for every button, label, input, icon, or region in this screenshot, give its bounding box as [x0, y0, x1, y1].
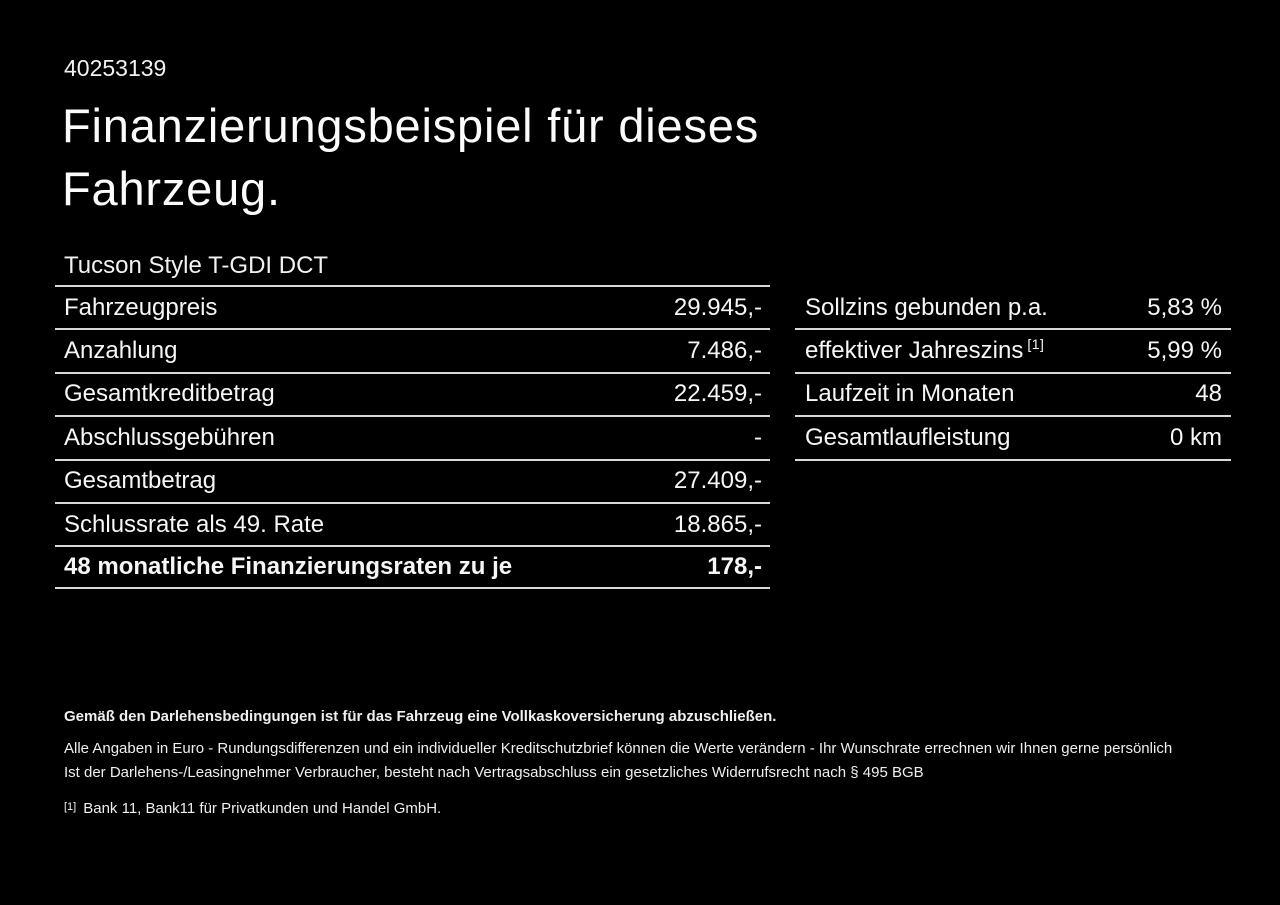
bank-footnote: [1] Bank 11, Bank11 für Privatkunden und … — [64, 799, 1224, 820]
conditions-table: Sollzins gebunden p.a. 5,83 % effektiver… — [795, 287, 1231, 461]
row-label: Schlussrate als 49. Rate — [64, 510, 325, 538]
table-row: Sollzins gebunden p.a. 5,83 % — [795, 287, 1231, 331]
table-row: Gesamtkreditbetrag 22.459,- — [55, 371, 770, 415]
row-value: 29.945,- — [673, 293, 762, 321]
disclaimer-line-1: Alle Angaben in Euro - Rundungsdifferenz… — [64, 740, 1173, 757]
row-value: 18.865,- — [673, 510, 762, 538]
row-label: effektiver Jahreszins [1] — [805, 336, 1045, 365]
vehicle-model-name: Tucson Style T-GDI DCT — [64, 252, 329, 279]
row-label: Sollzins gebunden p.a. — [805, 293, 1048, 321]
table-row: Fahrzeugpreis 29.945,- — [55, 285, 770, 328]
row-value: 7.486,- — [687, 337, 762, 365]
row-label: Gesamtkreditbetrag — [64, 380, 275, 408]
row-value: 5,99 % — [1147, 337, 1222, 365]
legal-footnotes: Gemäß den Darlehensbedingungen ist für d… — [64, 707, 1224, 820]
page-title: Finanzierungsbeispiel für dieses Fahrzeu… — [62, 99, 760, 215]
finance-table: Fahrzeugpreis 29.945,- Anzahlung 7.486,-… — [55, 285, 770, 589]
table-row: Gesamtbetrag 27.409,- — [55, 458, 770, 502]
row-value: 48 — [1195, 380, 1222, 408]
vehicle-id: 40253139 — [64, 55, 167, 81]
table-row: effektiver Jahreszins [1] 5,99 % — [795, 330, 1231, 374]
table-row: Abschlussgebühren - — [55, 415, 770, 458]
row-label: Gesamtbetrag — [64, 467, 217, 495]
table-row: Schlussrate als 49. Rate 18.865,- — [55, 501, 770, 545]
row-label: Gesamtlaufleistung — [805, 423, 1011, 451]
row-value: 27.409,- — [673, 467, 762, 495]
row-label: Anzahlung — [64, 337, 178, 365]
row-label: Abschlussgebühren — [64, 423, 275, 451]
row-label: Laufzeit in Monaten — [805, 380, 1015, 408]
row-value: 22.459,- — [673, 380, 762, 408]
row-value: - — [754, 423, 762, 451]
bank-footnote-text: Bank 11, Bank11 für Privatkunden und Han… — [83, 800, 442, 817]
table-row-total: 48 monatliche Finanzierungsraten zu je 1… — [55, 545, 770, 589]
row-label: Fahrzeugpreis — [64, 293, 218, 321]
table-row: Gesamtlaufleistung 0 km — [795, 417, 1231, 461]
row-value: 5,83 % — [1147, 293, 1222, 321]
row-label-text: effektiver Jahreszins — [805, 337, 1024, 365]
footnote-marker: [1] — [1027, 336, 1045, 353]
table-row: Laufzeit in Monaten 48 — [795, 374, 1231, 418]
row-label: 48 monatliche Finanzierungsraten zu je — [64, 553, 513, 581]
row-value: 178,- — [707, 553, 762, 581]
footnote-marker: [1] — [64, 801, 77, 813]
disclaimer-line-2: Ist der Darlehens-/Leasingnehmer Verbrau… — [64, 764, 924, 781]
insurance-note: Gemäß den Darlehensbedingungen ist für d… — [64, 708, 777, 725]
table-row: Anzahlung 7.486,- — [55, 328, 770, 371]
row-value: 0 km — [1169, 423, 1222, 451]
